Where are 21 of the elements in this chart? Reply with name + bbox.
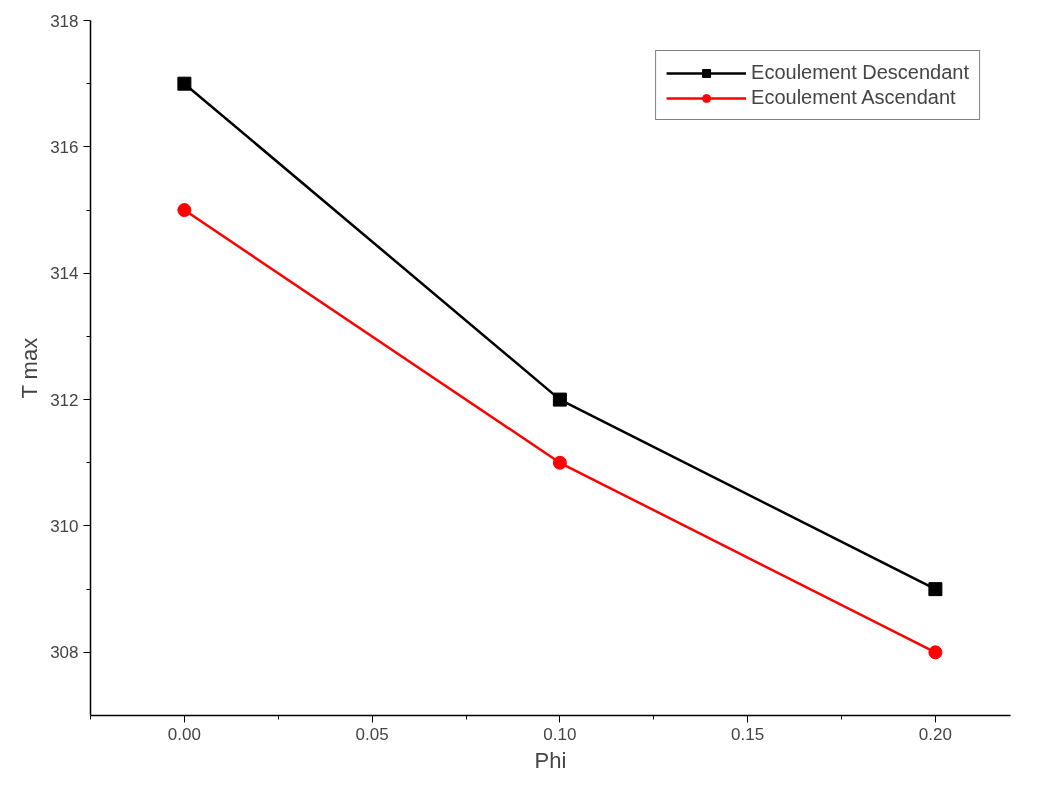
y-tick-label: 318 — [50, 11, 79, 31]
y-tick-label: 314 — [50, 264, 79, 284]
point — [552, 455, 567, 470]
x-tick-label: 0.20 — [918, 724, 952, 744]
x-axis-title: Phi — [534, 747, 567, 773]
point — [928, 582, 943, 597]
x-tick-label: 0.05 — [355, 724, 389, 744]
x-tick-label: 0.00 — [167, 724, 201, 744]
legend-label: Ecoulement Descendant — [751, 61, 969, 84]
y-axis-title: T max — [17, 337, 43, 399]
y-tick-label: 316 — [50, 137, 79, 157]
point — [177, 203, 192, 218]
point — [552, 392, 567, 407]
x-tick-label: 0.10 — [543, 724, 577, 744]
legend-label: Ecoulement Ascendant — [751, 86, 956, 109]
x-tick-label: 0.15 — [731, 724, 765, 744]
y-tick-label: 310 — [50, 516, 79, 536]
point — [177, 76, 192, 91]
y-tick-label: 312 — [50, 390, 79, 410]
point — [928, 645, 943, 660]
y-tick-label: 308 — [50, 643, 79, 663]
